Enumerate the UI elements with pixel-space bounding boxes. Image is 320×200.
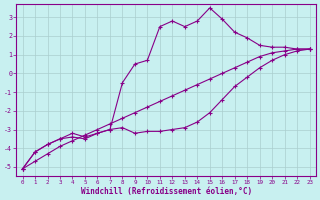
- X-axis label: Windchill (Refroidissement éolien,°C): Windchill (Refroidissement éolien,°C): [81, 187, 252, 196]
